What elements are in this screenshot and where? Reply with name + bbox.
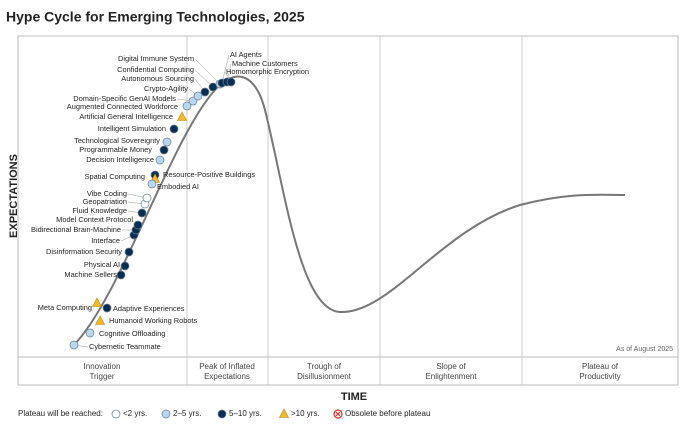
tech-label: Interface (91, 236, 120, 245)
phase-label: Disillusionment (297, 372, 352, 381)
tech-marker (142, 193, 152, 203)
note: As of August 2025 (616, 346, 673, 353)
tech-label: Autonomous Sourcing (121, 74, 194, 83)
tech-label: Meta Computing (38, 303, 92, 312)
legend-marker (335, 411, 341, 417)
hype-curve (71, 75, 626, 348)
legend-label: 2–5 yrs. (173, 409, 201, 418)
tech-label: AI Agents (230, 50, 262, 59)
tech-marker (162, 137, 172, 147)
legend-marker (111, 409, 121, 419)
tech-marker (69, 340, 79, 350)
tech-label: Digital Immune System (118, 54, 194, 63)
tech-label: Artificial General Intelligence (79, 112, 173, 121)
phase-label: Expectations (204, 372, 250, 381)
tech-marker (116, 270, 126, 280)
phase-label: Slope of (436, 362, 466, 371)
tech-label: Embodied AI (157, 182, 199, 191)
leader-line (221, 54, 230, 84)
tech-marker (226, 77, 236, 87)
tech-label: Confidential Computing (117, 65, 194, 74)
tech-label: Intelligent Simulation (98, 124, 166, 133)
tech-label: Physical AI (84, 260, 120, 269)
title: Hype Cycle for Emerging Technologies, 20… (6, 9, 305, 25)
phase-label: Enlightenment (425, 372, 477, 381)
tech-label: Humanoid Working Robots (109, 316, 197, 325)
tech-marker (147, 179, 157, 189)
leader-line (194, 58, 221, 85)
phase-label: Plateau of (582, 362, 619, 371)
tech-label: Adaptive Experiences (113, 304, 185, 313)
tech-marker (159, 145, 169, 155)
tech-label: Decision Intelligence (86, 155, 154, 164)
tech-marker (182, 101, 192, 111)
tech-label: Machine Customers (232, 59, 298, 68)
tech-label: Cybernetic Teammate (89, 342, 161, 351)
phase-label: Peak of Inflated (199, 362, 255, 371)
phase-label: Innovation (84, 362, 121, 371)
tech-label: Model Context Protocol (56, 215, 133, 224)
legend-marker (161, 409, 171, 419)
tech-label: Spatial Computing (85, 172, 145, 181)
frame (17, 35, 679, 386)
tech-label: Machine Sellers (64, 270, 117, 279)
tech-label: Disinformation Security (46, 247, 122, 256)
legend-marker (279, 408, 289, 418)
tech-label: Domain-Specific GenAI Models (73, 94, 176, 103)
tech-label: Resource-Positive Buildings (163, 170, 255, 179)
tech-label: Programmable Money (79, 145, 152, 154)
legend-marker (217, 409, 227, 419)
tech-label: Cognitive Offloading (99, 329, 165, 338)
tech-marker (102, 303, 112, 313)
tech-label: Homomorphic Encryption (226, 67, 309, 76)
legend-label: >10 yrs. (291, 409, 320, 418)
tech-marker (137, 208, 147, 218)
tech-marker (193, 91, 203, 101)
tech-marker (124, 247, 134, 257)
legend-title: Plateau will be reached: (18, 409, 103, 418)
x-axis-label: TIME (341, 391, 367, 403)
tech-marker (95, 315, 105, 325)
tech-label: Geopatriation (83, 197, 127, 206)
tech-label: Augmented Connected Workforce (67, 102, 178, 111)
legend-label: 5–10 yrs. (229, 409, 262, 418)
tech-marker (85, 328, 95, 338)
y-axis-label: EXPECTATIONS (8, 154, 20, 238)
tech-marker (133, 220, 143, 230)
tech-label: Fluid Knowledge (72, 206, 127, 215)
legend-label: <2 yrs. (123, 409, 147, 418)
tech-marker (120, 261, 130, 271)
tech-label: Technological Sovereignty (74, 136, 160, 145)
tech-label: Crypto-Agility (144, 84, 188, 93)
tech-marker (92, 297, 102, 307)
phase-label: Productivity (579, 372, 620, 381)
tech-label: Bidirectional Brain-Machine (31, 225, 121, 234)
phase-label: Trigger (89, 372, 114, 381)
phase-label: Trough of (307, 362, 342, 371)
legend-label: Obsolete before plateau (345, 409, 430, 418)
tech-marker (200, 87, 210, 97)
tech-label: Vibe Coding (87, 189, 127, 198)
tech-marker (177, 111, 187, 121)
tech-marker (169, 124, 179, 134)
tech-marker (155, 155, 165, 165)
